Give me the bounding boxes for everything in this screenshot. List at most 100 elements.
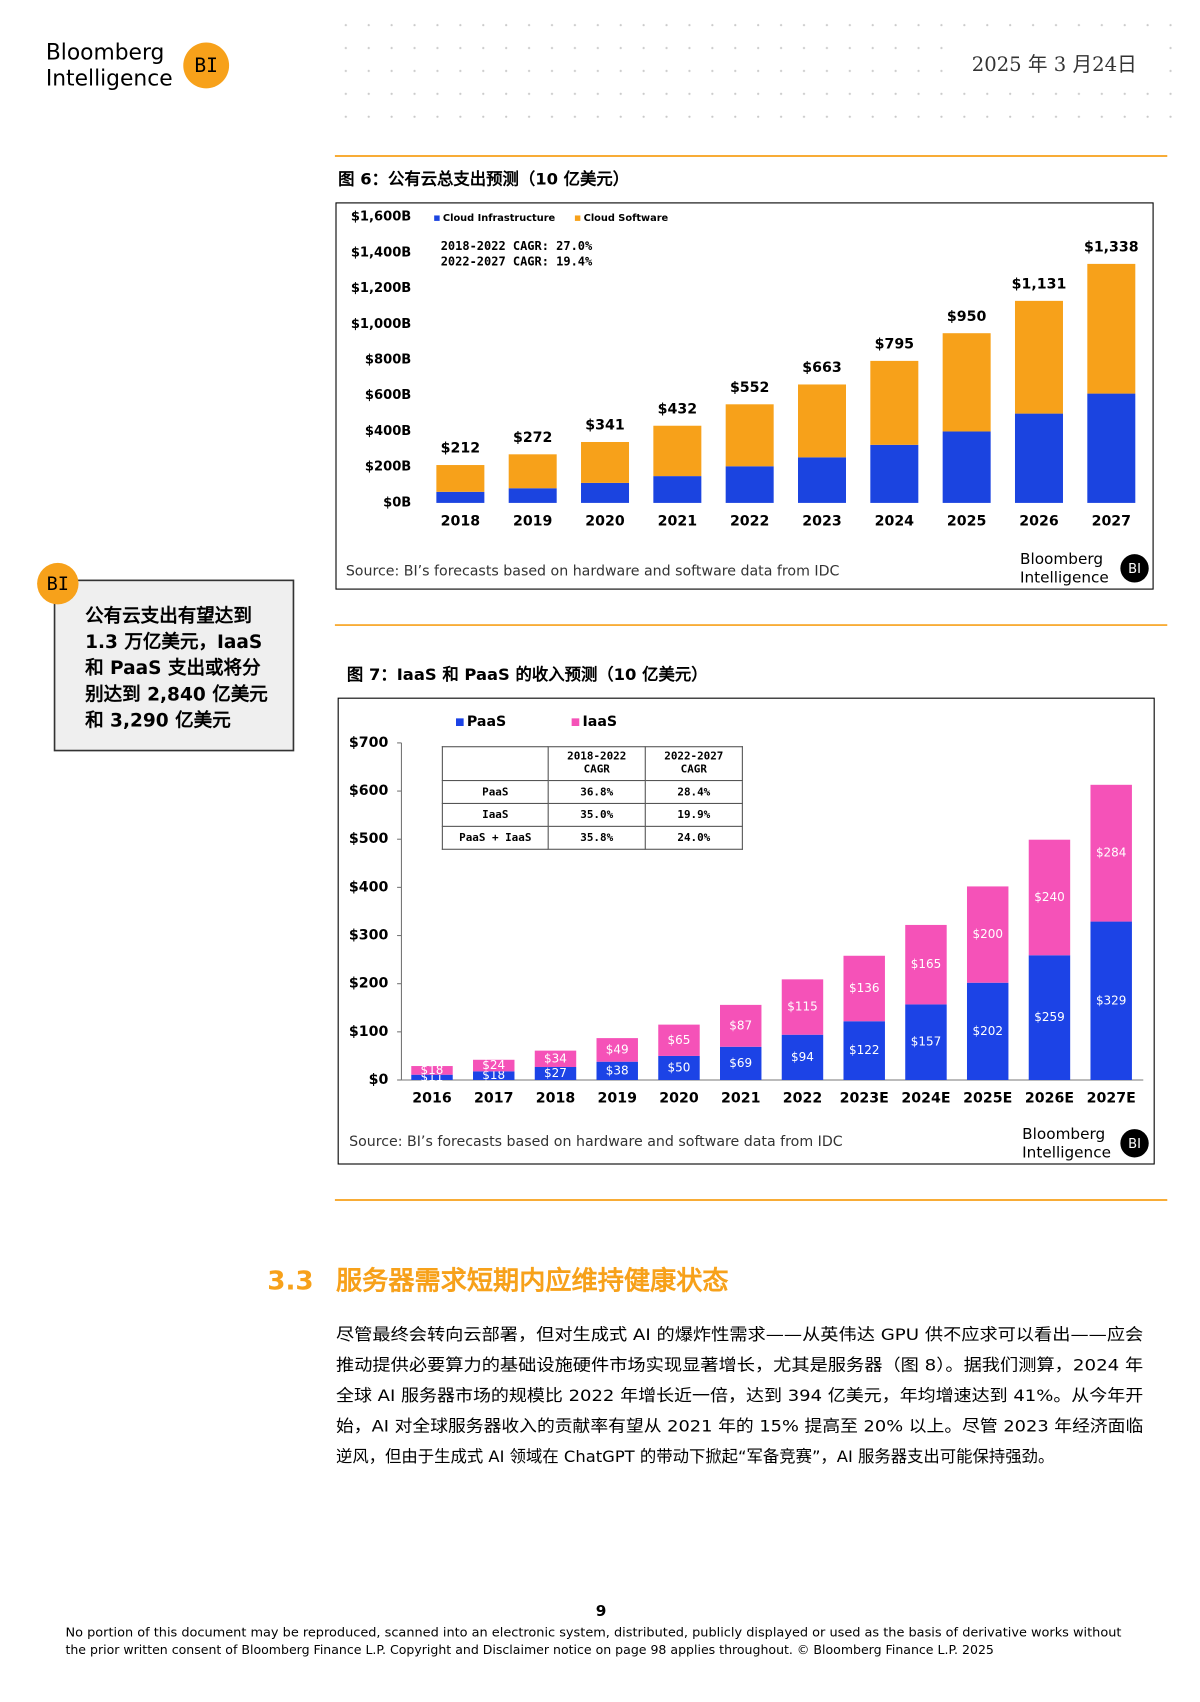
value-label: $122 xyxy=(849,1043,879,1057)
value-label: $259 xyxy=(1034,1010,1065,1024)
sidebar-badge-text: BI xyxy=(47,574,69,595)
bar-segment xyxy=(797,384,846,458)
bar-segment xyxy=(781,979,824,1035)
value-label: $65 xyxy=(668,1033,691,1047)
page-number: 9 xyxy=(596,1602,607,1620)
value-label: $50 xyxy=(668,1060,691,1074)
bar-segment xyxy=(1014,300,1063,414)
x-tick-label: 2020 xyxy=(659,1091,699,1107)
bar-segment xyxy=(870,444,919,503)
legend-swatch xyxy=(434,215,440,221)
x-tick-label: 2023 xyxy=(802,513,841,529)
chart-frame xyxy=(335,202,1154,590)
value-label: $157 xyxy=(911,1035,941,1049)
x-tick-label: 2023E xyxy=(840,1091,889,1107)
value-label: $24 xyxy=(482,1058,505,1072)
value-label: $329 xyxy=(1096,993,1127,1007)
x-tick-label: 2022 xyxy=(783,1091,822,1107)
row-label: PaaS xyxy=(441,779,549,804)
bar-segment xyxy=(1087,393,1136,503)
cagr-table: 2018-2022 CAGR 2022-2027 CAGR PaaS 36.8% 28… xyxy=(441,746,743,850)
y-tick-label: $0 xyxy=(369,1072,389,1088)
total-label: $1,338 xyxy=(1084,240,1139,256)
x-tick-label: 2025E xyxy=(963,1091,1012,1107)
sidebar-line: 别达到 2,840 亿美元 xyxy=(84,683,268,705)
bar-segment xyxy=(725,466,774,503)
y-tick-label: $600B xyxy=(365,388,411,403)
x-tick-label: 2026 xyxy=(1019,513,1059,529)
date: 2025 年 3 月24日 xyxy=(972,53,1137,76)
table-row: IaaS 35.0% 19.9% xyxy=(441,802,743,827)
figure-caption: 图 7：IaaS 和 PaaS 的收入预测（10 亿美元） xyxy=(347,665,708,684)
total-label: $272 xyxy=(513,430,552,446)
table-row: PaaS 36.8% 28.4% xyxy=(441,779,743,804)
bar-segment xyxy=(719,1004,762,1047)
y-tick-label: $100 xyxy=(349,1024,389,1040)
value-label: $94 xyxy=(791,1050,814,1064)
figure-caption: 图 6：公有云总支出预测（10 亿美元） xyxy=(338,169,629,188)
bar-segment xyxy=(596,1061,638,1080)
value-label: $38 xyxy=(606,1063,629,1077)
sidebar-line: 和 3,290 亿美元 xyxy=(85,710,231,732)
y-tick-label: $1,000B xyxy=(351,317,411,332)
value-label: $69 xyxy=(729,1056,752,1070)
y-tick-label: $1,200B xyxy=(351,281,411,296)
value-label: $200 xyxy=(972,927,1002,941)
x-tick-label: 2019 xyxy=(598,1091,637,1107)
value-label: $240 xyxy=(1034,890,1065,904)
y-tick-label: $0B xyxy=(383,495,411,510)
sidebar-line: 1.3 万亿美元，IaaS xyxy=(85,631,262,653)
table-cell: 36.8% xyxy=(547,779,646,804)
bar-segment xyxy=(508,488,557,503)
value-label: $87 xyxy=(729,1018,752,1032)
table-cell: 28.4% xyxy=(644,779,743,804)
paragraph-line: 全球 AI 服务器市场的规模比 2022 年增长近一倍，达到 394 亿美元，年… xyxy=(336,1386,1143,1405)
y-tick-label: $300 xyxy=(349,928,389,944)
table-row: PaaS + IaaS 35.8% 24.0% xyxy=(441,825,743,850)
row-label: IaaS xyxy=(441,802,549,827)
bar-segment xyxy=(1090,784,1132,922)
bar-segment xyxy=(436,491,485,503)
bar-segment xyxy=(905,1004,947,1080)
bar-segment xyxy=(411,1074,453,1080)
bar-segment xyxy=(534,1066,577,1080)
legend-label: PaaS xyxy=(467,714,506,730)
y-tick-label: $200B xyxy=(365,460,411,475)
table-cell: 35.8% xyxy=(547,825,646,850)
x-tick-label: 2027E xyxy=(1087,1091,1136,1107)
chart-logo-badge xyxy=(1120,554,1149,583)
chart-logo-line2: Intelligence xyxy=(1020,569,1109,587)
chart-logo-badge-text: BI xyxy=(1128,562,1141,577)
x-tick-label: 2021 xyxy=(721,1091,760,1107)
x-tick-label: 2016 xyxy=(412,1091,452,1107)
y-tick-label: $400B xyxy=(365,424,411,439)
x-tick-label: 2018 xyxy=(441,513,480,529)
bar-segment xyxy=(843,955,885,1022)
total-label: $795 xyxy=(875,337,914,353)
sidebar-badge xyxy=(37,562,79,605)
x-tick-label: 2026E xyxy=(1025,1091,1074,1107)
bar-segment xyxy=(719,1046,762,1080)
bar-segment xyxy=(658,1055,700,1080)
bar-segment xyxy=(942,333,991,432)
chart-logo-badge xyxy=(1120,1129,1149,1158)
logo-line2: Intelligence xyxy=(46,67,173,92)
chart-frame xyxy=(337,697,1155,1165)
total-label: $341 xyxy=(585,418,624,434)
bar-segment xyxy=(966,982,1009,1080)
paragraph-line: 逆风，但由于生成式 AI 领域在 ChatGPT 的带动下掀起“军备竞赛”，AI… xyxy=(336,1447,1054,1466)
bar-segment xyxy=(581,482,630,503)
bar-segment xyxy=(534,1050,577,1067)
value-label: $202 xyxy=(972,1024,1002,1038)
bar-segment xyxy=(870,360,919,445)
y-tick-label: $500 xyxy=(349,831,389,847)
bar-segment xyxy=(508,454,557,489)
bar-segment xyxy=(581,441,630,483)
chart-logo-line2: Intelligence xyxy=(1022,1144,1111,1162)
chart-logo-line1: Bloomberg xyxy=(1020,550,1103,568)
bar-segment xyxy=(436,465,485,492)
sidebar-line: 和 PaaS 支出或将分 xyxy=(85,657,261,679)
section-title: 服务器需求短期内应维持健康状态 xyxy=(336,1265,729,1296)
